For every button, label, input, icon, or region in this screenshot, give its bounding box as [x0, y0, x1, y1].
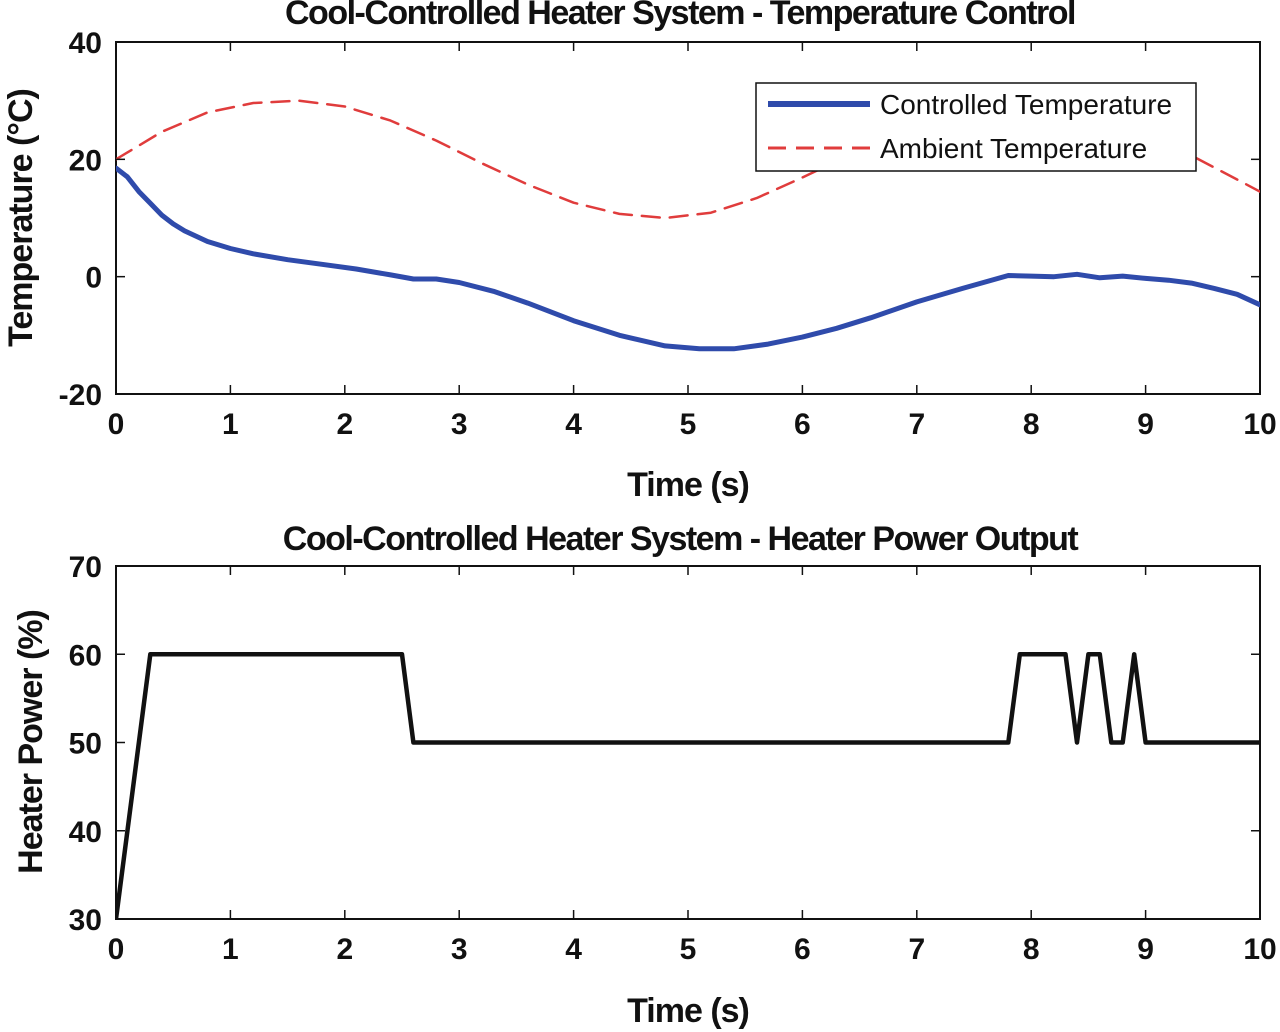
x-tick-label: 1 — [222, 408, 239, 441]
y-tick-label: 0 — [85, 262, 102, 295]
x-tick-label: 0 — [108, 408, 125, 441]
x-tick-label: 7 — [908, 933, 925, 966]
x-tick-label: 5 — [680, 933, 697, 966]
x-tick-label: 6 — [794, 408, 811, 441]
temperature-y-axis-label: Temperature (°C) — [2, 89, 40, 347]
temperature-chart: Cool-Controlled Heater System - Temperat… — [2, 0, 1277, 504]
y-tick-label: 30 — [69, 904, 102, 937]
x-tick-label: 3 — [451, 408, 468, 441]
heater-power-chart-title: Cool-Controlled Heater System - Heater P… — [283, 520, 1079, 558]
x-tick-label: 2 — [336, 408, 353, 441]
x-tick-label: 8 — [1023, 408, 1040, 441]
heater-power-x-axis-label: Time (s) — [627, 992, 749, 1030]
x-tick-label: 10 — [1243, 933, 1276, 966]
x-tick-label: 5 — [680, 408, 697, 441]
x-tick-label: 8 — [1023, 933, 1040, 966]
temperature-legend: Controlled Temperature Ambient Temperatu… — [755, 82, 1197, 172]
legend-label-controlled: Controlled Temperature — [880, 89, 1172, 120]
x-tick-label: 2 — [336, 933, 353, 966]
x-tick-label: 10 — [1243, 408, 1276, 441]
x-tick-label: 9 — [1137, 933, 1154, 966]
y-tick-label: 40 — [69, 27, 102, 60]
x-tick-label: 9 — [1137, 408, 1154, 441]
x-tick-label: 7 — [908, 408, 925, 441]
y-tick-label: 50 — [69, 728, 102, 761]
x-tick-label: 4 — [565, 408, 582, 441]
y-tick-label: 60 — [69, 639, 102, 672]
legend-label-ambient: Ambient Temperature — [880, 133, 1147, 164]
heater-power-chart: Cool-Controlled Heater System - Heater P… — [12, 520, 1277, 1030]
y-tick-label: 40 — [69, 816, 102, 849]
x-tick-label: 6 — [794, 933, 811, 966]
x-tick-label: 0 — [108, 933, 125, 966]
y-tick-label: 70 — [69, 551, 102, 584]
temperature-chart-title: Cool-Controlled Heater System - Temperat… — [285, 0, 1075, 32]
legend-box — [755, 82, 1197, 172]
x-tick-label: 1 — [222, 933, 239, 966]
heater-power-ticks: 0 1 2 3 4 5 6 7 8 9 10 30 40 50 60 70 — [69, 551, 1277, 966]
heater-power-y-axis-label: Heater Power (%) — [12, 610, 50, 874]
x-tick-label: 3 — [451, 933, 468, 966]
y-tick-label: -20 — [59, 379, 102, 412]
heater-power-series-layer — [116, 652, 1260, 919]
temperature-x-axis-label: Time (s) — [627, 466, 749, 504]
x-tick-label: 4 — [565, 933, 582, 966]
series-line-controlled-temperature — [116, 165, 1260, 352]
y-tick-label: 20 — [69, 144, 102, 177]
series-line-heater-power — [116, 652, 1260, 919]
